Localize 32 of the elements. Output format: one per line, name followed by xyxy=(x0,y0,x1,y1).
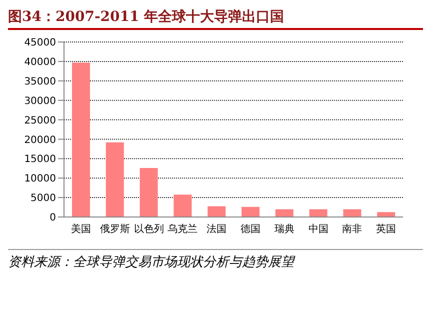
y-tick-label: 35000 xyxy=(24,76,56,88)
bar xyxy=(343,209,362,217)
y-tick-label: 15000 xyxy=(24,154,56,166)
y-tick-label: 0 xyxy=(50,212,56,224)
bar xyxy=(309,209,328,217)
x-tick-label: 以色列 xyxy=(134,223,164,236)
y-tick-label: 25000 xyxy=(24,115,56,126)
y-tick-label: 45000 xyxy=(24,38,56,49)
chart-title: 图34：2007-2011 年全球十大导弹出口国 xyxy=(8,8,423,30)
y-tick-label: 5000 xyxy=(30,193,56,204)
bar xyxy=(208,206,226,217)
text: 资料来源：全球导弹交易市场现状分析与趋势展望 xyxy=(8,249,423,271)
x-tick-label: 法国 xyxy=(206,223,227,236)
x-tick-label: 南非 xyxy=(342,223,362,236)
x-tick-label: 瑞典 xyxy=(274,223,294,236)
bar xyxy=(275,209,294,217)
bar xyxy=(72,62,90,217)
bar xyxy=(106,142,124,217)
x-tick-label: 德国 xyxy=(240,224,260,236)
y-tick-label: 20000 xyxy=(24,134,56,146)
y-tick-label: 40000 xyxy=(24,56,56,68)
x-tick-label: 乌克兰 xyxy=(168,223,198,236)
y-tick-label: 10000 xyxy=(24,174,56,185)
x-tick-label: 英国 xyxy=(376,223,396,236)
x-tick-label: 中国 xyxy=(308,223,328,236)
y-tick-label: 30000 xyxy=(24,96,56,107)
bar xyxy=(377,212,396,217)
x-tick-label: 俄罗斯 xyxy=(100,223,130,236)
bar xyxy=(242,206,260,217)
bar xyxy=(174,194,192,217)
x-tick-label: 美国 xyxy=(70,223,91,236)
bar xyxy=(140,168,158,217)
